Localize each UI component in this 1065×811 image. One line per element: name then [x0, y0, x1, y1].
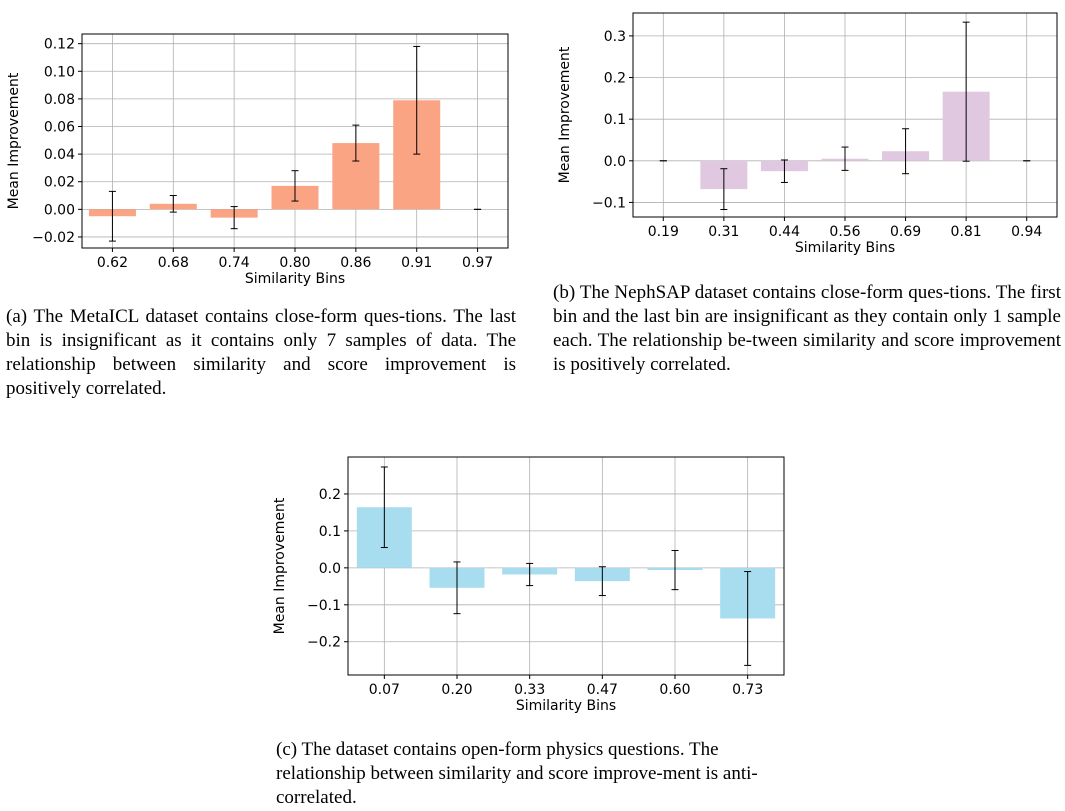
x-tick-label: 0.56 — [829, 224, 860, 240]
bar — [700, 160, 748, 190]
bar — [760, 160, 808, 172]
y-tick-label: 0.2 — [319, 487, 341, 503]
bar — [332, 143, 380, 210]
x-tick-label: 0.94 — [1011, 224, 1042, 240]
y-tick-label: 0.08 — [44, 92, 75, 108]
caption-a: (a) The MetaICL dataset contains close-f… — [6, 306, 516, 399]
x-tick-label: 0.33 — [514, 682, 545, 698]
x-axis-label: Similarity Bins — [245, 271, 345, 287]
plot-frame — [632, 12, 1058, 218]
x-axis-label: Similarity Bins — [795, 240, 895, 256]
caption-c: (c) The dataset contains open-form physi… — [276, 739, 758, 808]
bar — [149, 203, 197, 210]
x-tick-label: 0.62 — [97, 255, 128, 271]
bar — [942, 91, 990, 161]
bar — [210, 209, 258, 218]
bar — [502, 567, 558, 575]
bar — [429, 567, 485, 588]
bar — [393, 100, 441, 210]
y-tick-label: 0.02 — [44, 175, 75, 191]
caption-b: (b) The NephSAP dataset contains close-f… — [553, 282, 1061, 375]
y-tick-label: 0.06 — [44, 120, 75, 136]
y-axis-label: Mean Improvement — [6, 72, 22, 209]
y-tick-label: −0.02 — [32, 230, 75, 246]
y-axis-label: Mean Improvement — [557, 46, 573, 183]
bar — [356, 507, 412, 568]
y-tick-label: 0.3 — [604, 29, 626, 45]
x-tick-label: 0.73 — [732, 682, 763, 698]
x-tick-label: 0.68 — [158, 255, 189, 271]
x-tick-label: 0.31 — [708, 224, 739, 240]
x-tick-label: 0.44 — [769, 224, 800, 240]
x-tick-label: 0.19 — [648, 224, 679, 240]
x-tick-label: 0.91 — [401, 255, 432, 271]
y-tick-label: 0.12 — [44, 37, 75, 53]
x-tick-label: 0.69 — [890, 224, 921, 240]
x-tick-label: 0.81 — [951, 224, 982, 240]
bar — [647, 567, 703, 571]
x-tick-label: 0.74 — [219, 255, 250, 271]
x-tick-label: 0.60 — [659, 682, 690, 698]
plot-frame — [81, 33, 509, 249]
x-tick-label: 0.07 — [369, 682, 400, 698]
x-axis-label: Similarity Bins — [516, 698, 616, 714]
x-tick-label: 0.80 — [279, 255, 310, 271]
y-tick-label: −0.1 — [592, 195, 626, 211]
y-tick-label: 0.10 — [44, 64, 75, 80]
bar — [720, 567, 776, 619]
y-axis-label: Mean Improvement — [272, 497, 288, 634]
y-tick-label: 0.0 — [604, 154, 626, 170]
y-tick-label: 0.04 — [44, 147, 75, 163]
y-tick-label: −0.2 — [307, 635, 341, 651]
bar — [882, 151, 930, 161]
y-tick-label: 0.0 — [319, 561, 341, 577]
y-tick-label: −0.1 — [307, 598, 341, 614]
y-tick-label: 0.1 — [604, 112, 626, 128]
y-tick-label: 0.1 — [319, 524, 341, 540]
bar — [88, 209, 136, 217]
x-tick-label: 0.47 — [587, 682, 618, 698]
bar — [271, 185, 319, 210]
bar — [574, 567, 630, 582]
x-tick-label: 0.20 — [441, 682, 472, 698]
y-tick-label: 0.2 — [604, 71, 626, 87]
plot-frame — [347, 456, 785, 676]
x-tick-label: 0.97 — [462, 255, 493, 271]
bar — [821, 158, 869, 161]
y-tick-label: 0.00 — [44, 202, 75, 218]
x-tick-label: 0.86 — [340, 255, 371, 271]
